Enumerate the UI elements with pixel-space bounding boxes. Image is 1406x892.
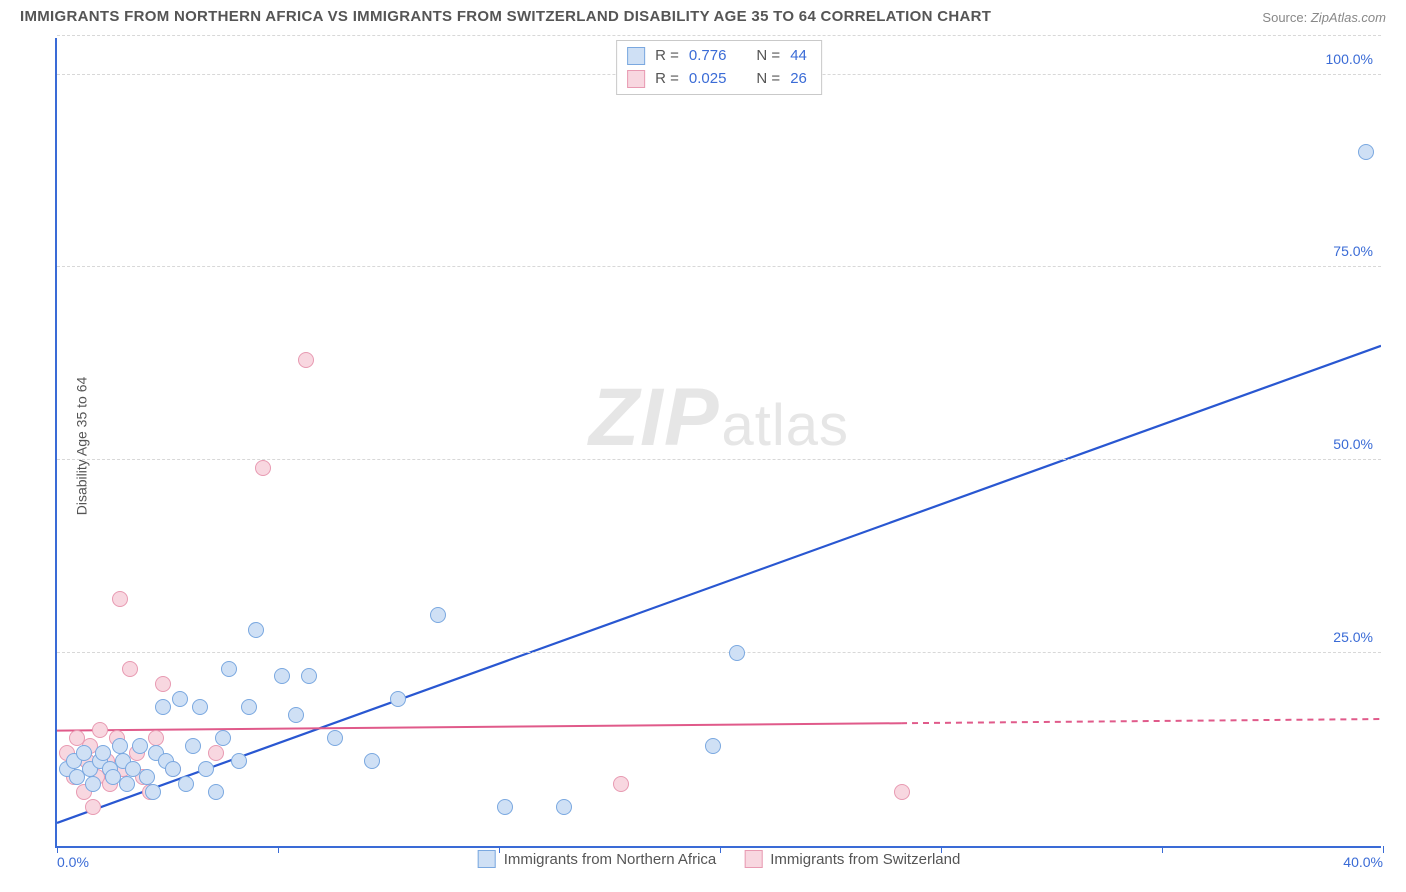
scatter-point	[221, 661, 237, 677]
scatter-point	[155, 676, 171, 692]
scatter-point	[288, 707, 304, 723]
x-tick	[57, 846, 58, 853]
scatter-point	[729, 645, 745, 661]
scatter-point	[122, 661, 138, 677]
scatter-point	[274, 668, 290, 684]
scatter-point	[215, 730, 231, 746]
scatter-point	[172, 691, 188, 707]
y-tick-label: 75.0%	[1333, 243, 1373, 259]
y-tick-label: 25.0%	[1333, 629, 1373, 645]
scatter-point	[1358, 144, 1374, 160]
legend-r-value: 0.776	[689, 45, 727, 68]
legend-row: R = 0.025 N = 26	[627, 68, 807, 91]
scatter-point	[192, 699, 208, 715]
scatter-point	[76, 745, 92, 761]
gridline-horizontal	[57, 459, 1381, 460]
y-tick-label: 50.0%	[1333, 436, 1373, 452]
scatter-point	[327, 730, 343, 746]
scatter-point	[613, 776, 629, 792]
scatter-point	[139, 769, 155, 785]
chart-title: IMMIGRANTS FROM NORTHERN AFRICA VS IMMIG…	[20, 8, 991, 25]
source-value: ZipAtlas.com	[1311, 10, 1386, 25]
scatter-point	[248, 622, 264, 638]
scatter-point	[298, 352, 314, 368]
gridline-horizontal	[57, 652, 1381, 653]
plot-area: ZIPatlas 25.0%50.0%75.0%100.0%0.0%40.0%R…	[55, 38, 1381, 848]
legend-series-item: Immigrants from Switzerland	[744, 850, 960, 868]
scatter-point	[241, 699, 257, 715]
trend-lines	[57, 38, 1381, 846]
legend-n-label: N =	[756, 45, 780, 68]
scatter-point	[92, 722, 108, 738]
scatter-point	[894, 784, 910, 800]
scatter-point	[178, 776, 194, 792]
scatter-point	[112, 738, 128, 754]
scatter-point	[301, 668, 317, 684]
scatter-point	[430, 607, 446, 623]
watermark-zip: ZIP	[589, 371, 720, 465]
legend-series-label: Immigrants from Switzerland	[770, 851, 960, 868]
scatter-point	[556, 799, 572, 815]
legend-n-value: 44	[790, 45, 807, 68]
scatter-point	[208, 784, 224, 800]
x-tick	[1162, 846, 1163, 853]
legend-series-label: Immigrants from Northern Africa	[504, 851, 717, 868]
scatter-point	[255, 460, 271, 476]
legend-correlation: R = 0.776 N = 44 R = 0.025 N = 26	[616, 40, 822, 95]
x-tick	[278, 846, 279, 853]
legend-swatch	[744, 850, 762, 868]
scatter-point	[85, 776, 101, 792]
scatter-point	[148, 730, 164, 746]
scatter-point	[198, 761, 214, 777]
scatter-point	[231, 753, 247, 769]
scatter-point	[497, 799, 513, 815]
scatter-point	[95, 745, 111, 761]
gridline-horizontal	[57, 35, 1381, 36]
scatter-point	[390, 691, 406, 707]
legend-series-item: Immigrants from Northern Africa	[478, 850, 717, 868]
scatter-point	[132, 738, 148, 754]
scatter-point	[208, 745, 224, 761]
gridline-horizontal	[57, 266, 1381, 267]
scatter-point	[165, 761, 181, 777]
scatter-point	[705, 738, 721, 754]
legend-swatch	[627, 70, 645, 88]
legend-r-value: 0.025	[689, 68, 727, 91]
source-label: Source:	[1262, 10, 1307, 25]
watermark: ZIPatlas	[589, 371, 849, 465]
legend-swatch	[478, 850, 496, 868]
scatter-point	[185, 738, 201, 754]
scatter-point	[145, 784, 161, 800]
y-tick-label: 100.0%	[1326, 51, 1373, 67]
legend-series: Immigrants from Northern Africa Immigrant…	[478, 850, 961, 868]
legend-swatch	[627, 47, 645, 65]
legend-r-label: R =	[655, 68, 679, 91]
legend-r-label: R =	[655, 45, 679, 68]
legend-row: R = 0.776 N = 44	[627, 45, 807, 68]
x-tick	[1383, 846, 1384, 853]
legend-n-value: 26	[790, 68, 807, 91]
x-tick-label: 40.0%	[1343, 854, 1383, 870]
legend-n-label: N =	[756, 68, 780, 91]
source-credit: Source: ZipAtlas.com	[1262, 10, 1386, 25]
scatter-point	[155, 699, 171, 715]
scatter-point	[112, 591, 128, 607]
watermark-atlas: atlas	[722, 392, 850, 459]
x-tick-label: 0.0%	[57, 854, 89, 870]
scatter-point	[119, 776, 135, 792]
scatter-point	[85, 799, 101, 815]
scatter-point	[364, 753, 380, 769]
